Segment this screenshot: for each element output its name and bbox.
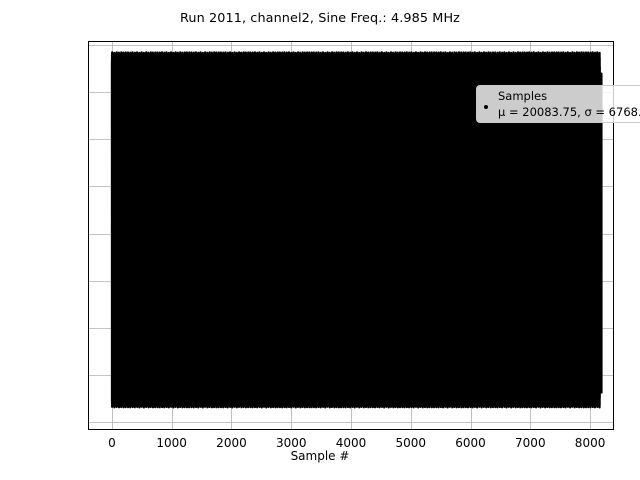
plot-axes: Samples μ = 20083.75, σ = 6768.91 xyxy=(88,41,640,430)
x-tick-label: 7000 xyxy=(515,436,546,450)
x-axis-label: Sample # xyxy=(290,449,350,463)
page-title: Run 2011, channel2, Sine Freq.: 4.985 MH… xyxy=(180,11,460,26)
legend-marker-icon xyxy=(484,105,488,109)
x-tick-label: 6000 xyxy=(455,436,486,450)
x-tick-label: 2000 xyxy=(216,436,247,450)
x-tick-label: 5000 xyxy=(395,436,427,450)
legend-text: Samples μ = 20083.75, σ = 6768.91 xyxy=(498,88,640,120)
axes-spines xyxy=(88,41,614,430)
x-tick-label: 8000 xyxy=(574,436,606,450)
legend-series-label: Samples xyxy=(498,89,548,103)
x-tick-label: 1000 xyxy=(156,436,187,450)
x-tick-label: 0 xyxy=(108,436,116,450)
x-tick-label: 3000 xyxy=(275,436,307,450)
legend-stats-label: μ = 20083.75, σ = 6768.91 xyxy=(498,105,640,119)
x-tick-label: 4000 xyxy=(335,436,367,450)
legend[interactable]: Samples μ = 20083.75, σ = 6768.91 xyxy=(476,85,640,123)
